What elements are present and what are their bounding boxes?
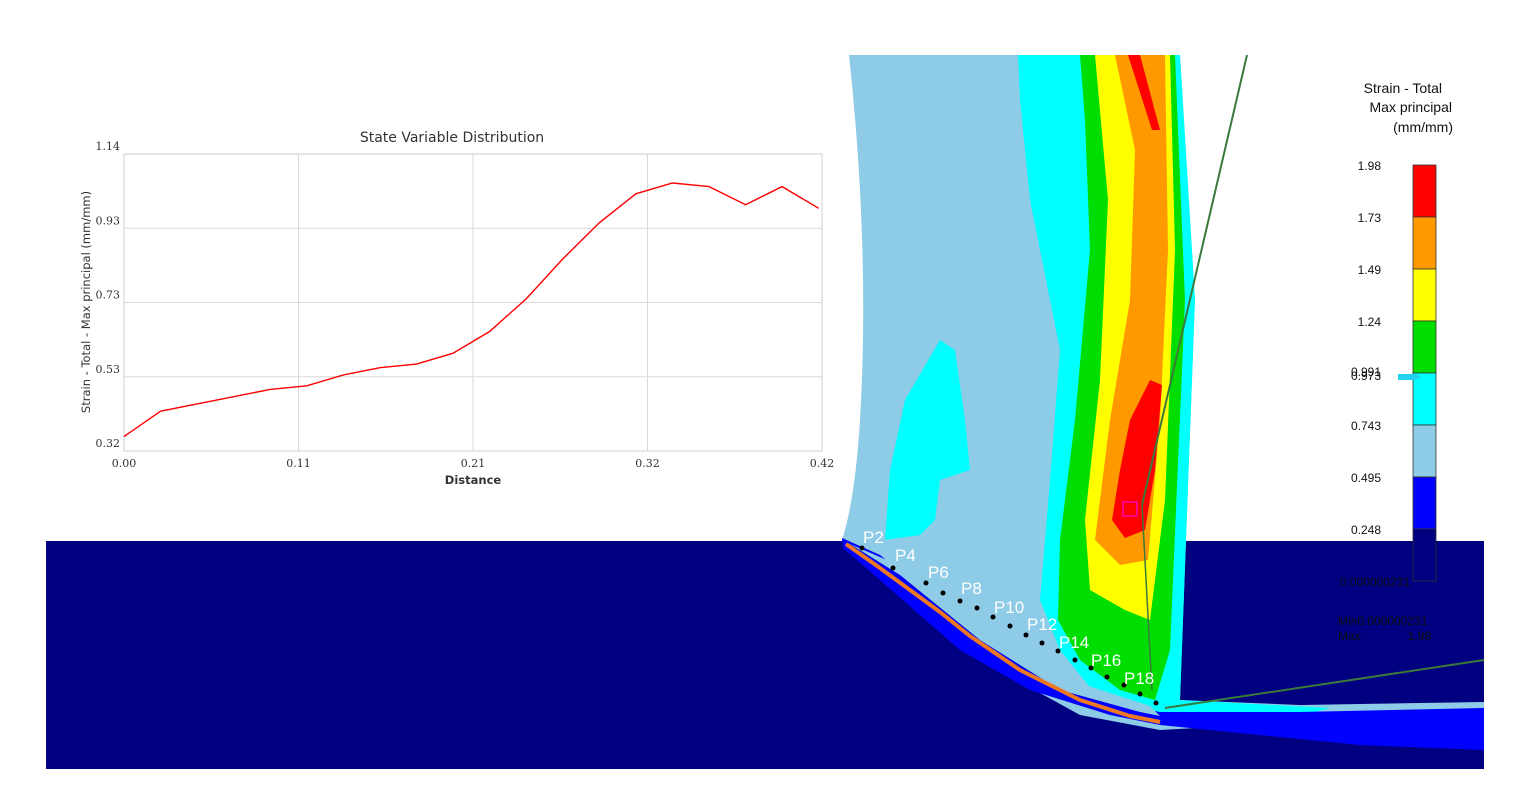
- tool-edge-line: [1141, 504, 1153, 691]
- legend-level: 1.24: [1358, 315, 1382, 329]
- legend-level: 0.248: [1351, 523, 1381, 537]
- legend-title-line: (mm/mm): [1393, 119, 1453, 135]
- point-label: P8: [961, 579, 982, 598]
- x-tick-label: 0.00: [112, 457, 137, 470]
- x-tick-label: 0.21: [461, 457, 486, 470]
- legend-level: 0.000000231: [1340, 575, 1410, 589]
- legend-value-marker: [1398, 374, 1421, 380]
- series-line: [123, 182, 820, 438]
- path-points: [859, 545, 1159, 706]
- x-tick-label: 0.11: [286, 457, 311, 470]
- chart-series: [123, 182, 820, 438]
- chart-grid: [123, 153, 823, 452]
- point-labels: P2 P4 P6 P8 P10 P12 P14 P16 P18: [863, 528, 1154, 688]
- x-axis-label: Distance: [445, 473, 502, 487]
- point-label: P14: [1059, 633, 1089, 652]
- x-tick-label: 0.32: [635, 457, 660, 470]
- legend-level: 0.743: [1351, 419, 1381, 433]
- plot-frame: [123, 153, 823, 452]
- shear-zone-blue: [842, 538, 1484, 750]
- legend-max-label: Max: [1338, 629, 1361, 643]
- legend-marker-value: 0.973: [1351, 369, 1381, 383]
- tool-cyan-spot: [885, 340, 970, 540]
- probe-box: [1122, 501, 1138, 517]
- legend-title-line: Max principal: [1370, 99, 1452, 115]
- y-tick-label: 0.53: [96, 363, 121, 376]
- legend-level: 1.49: [1358, 263, 1382, 277]
- legend-color-swatch: [1412, 528, 1437, 582]
- legend-level: 1.98: [1358, 159, 1382, 173]
- tool-edge-red: [1128, 55, 1160, 130]
- point-label: P2: [863, 528, 884, 547]
- x-tick-labels: 0.00 0.11 0.21 0.32 0.42: [112, 457, 835, 470]
- y-tick-labels: 0.32 0.53 0.73 0.93 1.14: [96, 140, 121, 450]
- legend-title-line: Strain - Total: [1364, 80, 1442, 96]
- point-label: P6: [928, 563, 949, 582]
- y-tick-label: 0.93: [96, 214, 121, 227]
- legend-level: 1.73: [1358, 211, 1382, 225]
- y-tick-label: 0.73: [96, 289, 121, 302]
- x-tick-label: 0.42: [810, 457, 835, 470]
- chart-panel: [60, 120, 850, 500]
- legend-marker-value: 0.991: [1351, 365, 1381, 379]
- point-label: P10: [994, 598, 1024, 617]
- contour-legend: Strain - Total Max principal (mm/mm) 1.9…: [1338, 80, 1453, 643]
- legend-max-value: 1.98: [1408, 629, 1432, 643]
- point-label: P4: [895, 546, 916, 565]
- extraction-path: [844, 542, 1161, 724]
- y-tick-label: 0.32: [96, 437, 121, 450]
- legend-color-bar: [1412, 164, 1437, 582]
- point-label: P16: [1091, 651, 1121, 670]
- tool-flank-line: [1164, 659, 1485, 709]
- y-tick-label: 1.14: [96, 140, 121, 153]
- legend-level: 0.495: [1351, 471, 1381, 485]
- legend-min-label: Min0.000000231: [1338, 614, 1428, 628]
- tool-band-red: [1112, 380, 1162, 538]
- point-label: P12: [1027, 615, 1057, 634]
- point-label: P18: [1124, 669, 1154, 688]
- tool-rake-line: [1141, 54, 1248, 506]
- shear-zone-light: [850, 544, 1160, 716]
- y-axis-label: Strain - Total - Max principal (mm/mm): [79, 191, 93, 413]
- chart-title: State Variable Distribution: [360, 130, 544, 146]
